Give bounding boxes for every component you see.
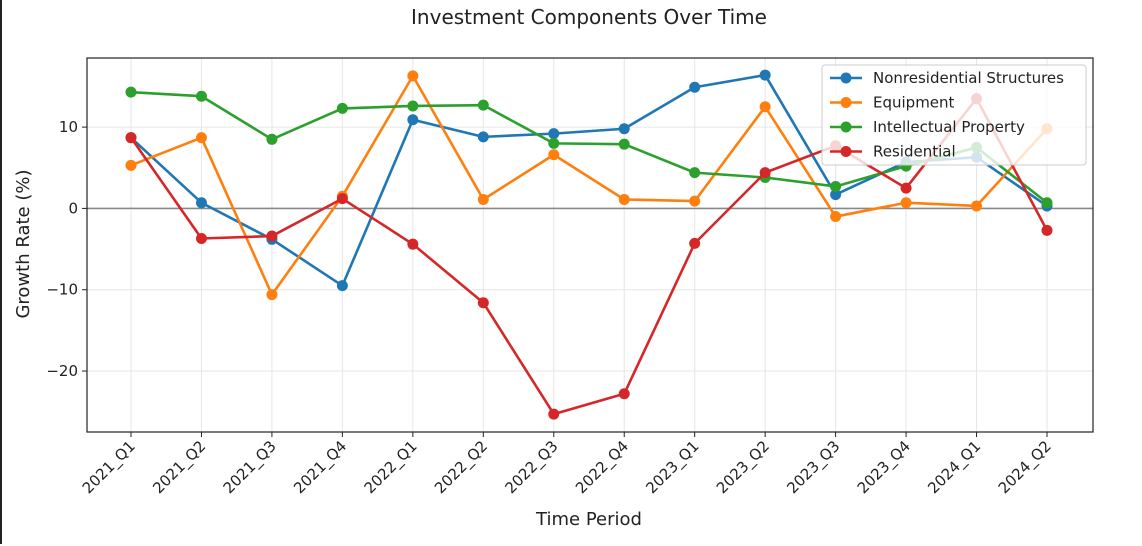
data-point — [900, 197, 912, 209]
legend-marker — [840, 121, 852, 133]
data-point — [195, 197, 207, 209]
legend-item: Nonresidential Structures — [830, 69, 1064, 87]
data-point — [407, 100, 419, 112]
data-point — [759, 101, 771, 113]
data-point — [477, 297, 489, 309]
chart-title: Investment Components Over Time — [411, 5, 767, 29]
series-3 — [125, 93, 1053, 420]
legend-label: Nonresidential Structures — [873, 69, 1064, 87]
y-axis-ticks: −20 −10 0 10 — [46, 118, 87, 380]
x-tick-label: 2022_Q2 — [431, 437, 492, 498]
data-point — [336, 193, 348, 205]
data-point — [336, 102, 348, 114]
data-point — [689, 81, 701, 93]
data-point — [477, 131, 489, 143]
data-point — [830, 211, 842, 223]
data-point — [195, 90, 207, 102]
series-line — [129, 97, 1049, 416]
legend-label: Residential — [873, 143, 956, 161]
data-point — [125, 159, 137, 171]
legend-label: Intellectual Property — [873, 118, 1025, 136]
series-line — [130, 73, 1048, 287]
data-point — [477, 99, 489, 111]
legend-marker — [840, 146, 852, 157]
data-point — [759, 69, 771, 81]
legend-item: Residential — [830, 143, 956, 161]
data-point — [477, 193, 489, 205]
x-tick-label: 2022_Q3 — [501, 437, 562, 498]
x-tick-label: 2024_Q2 — [995, 437, 1056, 498]
y-axis-label: Growth Rate (%) — [13, 169, 34, 318]
data-point — [618, 138, 630, 150]
data-point — [548, 408, 560, 420]
x-axis-ticks: 2021_Q1 2021_Q2 2021_Q3 2021_Q4 2022_Q1 2022_… — [79, 432, 1056, 498]
data-point — [618, 193, 630, 205]
x-tick-label: 2023_Q2 — [713, 437, 774, 498]
data-point — [407, 70, 419, 82]
x-tick-label: 2021_Q4 — [290, 437, 351, 498]
x-tick-label: 2024_Q1 — [924, 437, 985, 498]
data-point — [125, 86, 137, 98]
data-point — [548, 128, 560, 140]
legend-marker — [840, 97, 852, 108]
legend-box — [821, 64, 1087, 166]
data-point — [1041, 197, 1053, 209]
plot-area — [86, 57, 1094, 433]
x-tick-label: 2021_Q2 — [149, 437, 210, 498]
data-point — [195, 132, 207, 144]
data-point — [830, 189, 842, 201]
data-point — [336, 280, 348, 292]
y-tick-label: −10 — [46, 281, 78, 299]
data-point — [689, 195, 701, 207]
x-tick-label: 2023_Q1 — [642, 437, 703, 498]
legend: Nonresidential Structures Equipment Intell… — [821, 64, 1087, 166]
y-tick-label: −20 — [46, 362, 78, 380]
data-point — [548, 137, 560, 149]
data-point — [689, 237, 701, 249]
legend-item: Intellectual Property — [830, 118, 1025, 136]
series-line — [130, 90, 1048, 204]
data-point — [689, 167, 701, 179]
data-point — [407, 114, 419, 126]
x-tick-label: 2022_Q1 — [361, 437, 422, 498]
data-point — [407, 238, 419, 250]
legend-label: Equipment — [873, 94, 955, 112]
legend-marker — [840, 72, 852, 84]
data-point — [759, 167, 771, 179]
x-tick-label: 2022_Q4 — [572, 437, 633, 498]
data-point — [548, 149, 560, 161]
data-point — [830, 180, 842, 192]
x-tick-label: 2021_Q3 — [220, 437, 281, 498]
y-tick-label: 0 — [68, 199, 78, 217]
data-point — [971, 200, 983, 212]
x-tick-label: 2021_Q1 — [79, 437, 140, 498]
series-1 — [125, 70, 1053, 301]
legend-item: Equipment — [830, 94, 955, 112]
data-point — [266, 230, 278, 242]
x-tick-label: 2023_Q4 — [854, 437, 915, 498]
data-point — [266, 133, 278, 145]
data-point — [195, 232, 207, 244]
x-tick-label: 2023_Q3 — [783, 437, 844, 498]
data-point — [125, 132, 137, 144]
data-point — [266, 289, 278, 301]
series-line — [130, 74, 1048, 296]
data-point — [900, 182, 912, 194]
data-point — [1041, 224, 1053, 236]
data-point — [618, 123, 630, 135]
x-axis-label: Time Period — [535, 509, 642, 530]
y-tick-label: 10 — [59, 118, 78, 136]
data-point — [618, 388, 630, 400]
